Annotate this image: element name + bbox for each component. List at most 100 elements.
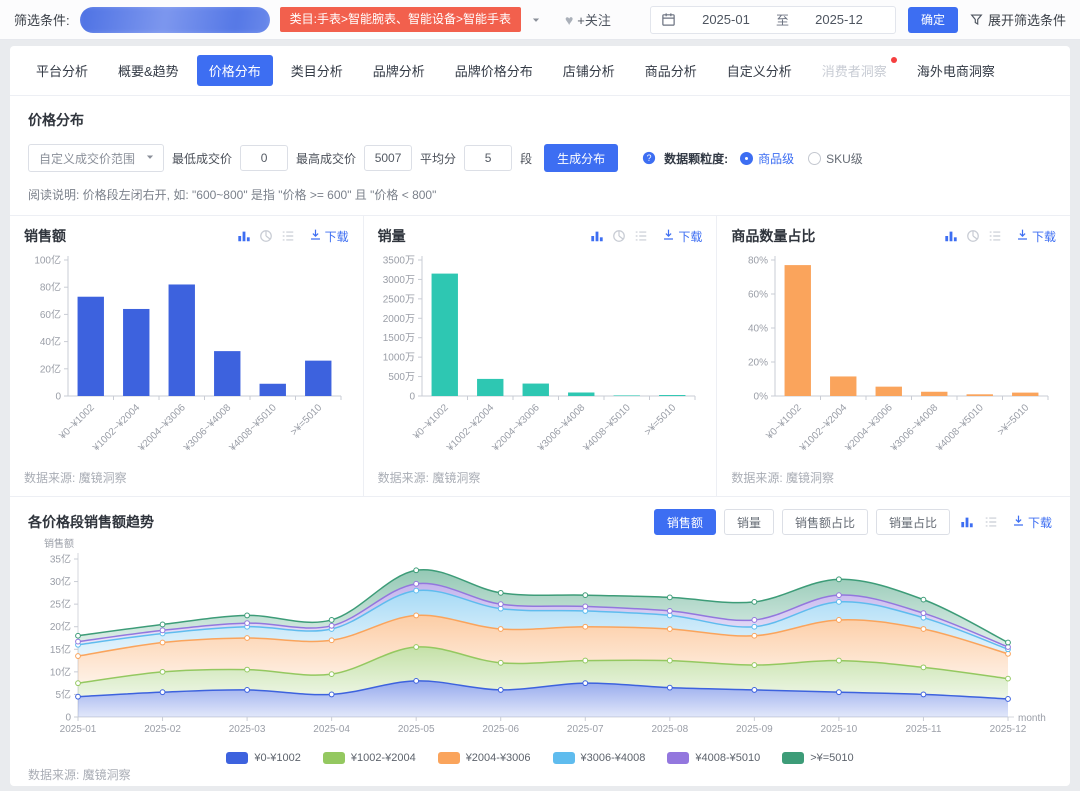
svg-text:>¥=5010: >¥=5010 [289,402,325,438]
split-suffix-label: 段 [520,150,532,167]
svg-text:销售额: 销售额 [44,537,74,550]
data-source: 数据来源: 魔镜洞察 [731,467,1056,490]
table-view-icon[interactable] [634,229,648,243]
tab-消费者洞察[interactable]: 消费者洞察 [810,55,899,86]
svg-text:¥0~¥1002: ¥0~¥1002 [57,402,97,442]
page: 筛选条件: 类目:手表>智能腕表、智能设备>智能手表 ♥ +关注 2025-01… [0,0,1080,791]
split-count-input[interactable] [464,145,512,171]
legend-item-¥2004-¥3006[interactable]: ¥2004-¥3006 [438,752,531,764]
svg-text:60%: 60% [748,290,768,301]
pie-chart-icon[interactable] [259,229,273,243]
info-icon: ? [642,151,656,165]
metric-toggle-销量占比[interactable]: 销量占比 [876,509,950,535]
tab-自定义分析[interactable]: 自定义分析 [715,55,804,86]
tab-店铺分析[interactable]: 店铺分析 [551,55,627,86]
metric-toggle-销量[interactable]: 销量 [724,509,774,535]
legend-label: >¥=5010 [810,752,853,764]
legend-item-¥1002-¥2004[interactable]: ¥1002-¥2004 [323,752,416,764]
svg-text:¥1002~¥2004: ¥1002~¥2004 [444,402,496,454]
svg-text:60亿: 60亿 [40,308,61,321]
confirm-button[interactable]: 确定 [908,7,958,33]
trend-section: 各价格段销售额趋势 销售额销量销售额占比销量占比下载 05亿10亿15亿20亿2… [10,497,1070,786]
follow-button[interactable]: ♥ +关注 [565,10,611,29]
price-range-select[interactable]: 自定义成交价范围 [28,144,164,172]
metric-toggle-销售额[interactable]: 销售额 [654,509,716,535]
svg-text:¥2004~¥3006: ¥2004~¥3006 [490,402,542,454]
chart-panel: 商品数量占比下载0%20%40%60%80%¥0~¥1002¥1002~¥200… [716,216,1070,496]
min-price-input[interactable] [240,145,288,171]
expand-filters-button[interactable]: 展开筛选条件 [970,10,1066,29]
svg-text:2025-01: 2025-01 [60,724,97,735]
legend-item-¥4008-¥5010[interactable]: ¥4008-¥5010 [667,752,760,764]
svg-text:2025-07: 2025-07 [567,724,604,735]
svg-text:>¥=5010: >¥=5010 [996,402,1032,438]
table-view-icon[interactable] [984,515,998,529]
tab-品牌价格分布[interactable]: 品牌价格分布 [443,55,545,86]
date-end-input[interactable]: 2025-12 [793,12,885,27]
reading-note: 阅读说明: 价格段左闭右开, 如: "600~800" 是指 "价格 >= 60… [28,186,1052,203]
bar-chart-icon[interactable] [944,229,958,243]
svg-text:2025-08: 2025-08 [651,724,688,735]
download-link[interactable]: 下载 [309,228,349,245]
download-link[interactable]: 下载 [1012,514,1052,531]
svg-text:3500万: 3500万 [382,256,414,267]
price-range-select-value: 自定义成交价范围 [39,150,135,167]
svg-text:¥3006~¥4008: ¥3006~¥4008 [889,402,941,454]
table-view-icon[interactable] [281,229,295,243]
chevron-down-icon [145,151,155,165]
legend-label: ¥3006-¥4008 [581,752,646,764]
bar-chart-icon[interactable] [590,229,604,243]
table-view-icon[interactable] [988,229,1002,243]
metric-toggle-销售额占比[interactable]: 销售额占比 [782,509,868,535]
legend-item->¥=5010[interactable]: >¥=5010 [782,752,853,764]
bar-chart-icon[interactable] [237,229,251,243]
svg-text:40%: 40% [748,324,768,335]
granularity-radio-SKU级[interactable]: SKU级 [808,150,863,167]
generate-distribution-button[interactable]: 生成分布 [544,144,618,172]
pie-chart-icon[interactable] [966,229,980,243]
category-filter-tag[interactable]: 类目:手表>智能腕表、智能设备>智能手表 [280,7,521,31]
tab-品牌分析[interactable]: 品牌分析 [361,55,437,86]
download-icon [1012,514,1025,530]
section-title: 价格分布 [28,110,1052,130]
chevron-down-icon[interactable] [531,15,541,25]
chart-title: 销量 [378,226,406,246]
tab-类目分析[interactable]: 类目分析 [279,55,355,86]
download-label: 下载 [1032,228,1056,245]
svg-text:2500万: 2500万 [382,294,414,305]
legend-item-¥0-¥1002[interactable]: ¥0-¥1002 [226,752,301,764]
follow-label: +关注 [577,10,611,29]
date-range-picker[interactable]: 2025-01 至 2025-12 [650,6,896,34]
download-link[interactable]: 下载 [662,228,702,245]
granularity-radio-商品级[interactable]: 商品级 [740,150,794,167]
bar-chart-icon[interactable] [960,515,974,529]
max-price-label: 最高成交价 [296,150,356,167]
svg-text:35亿: 35亿 [50,553,71,566]
filter-conditions-label: 筛选条件: [14,10,70,29]
svg-text:?: ? [647,153,652,163]
tab-价格分布[interactable]: 价格分布 [197,55,273,86]
svg-text:¥2004~¥3006: ¥2004~¥3006 [843,402,895,454]
granularity-radio-group: 商品级 SKU级 [740,150,863,167]
tab-概要&趋势[interactable]: 概要&趋势 [106,55,191,86]
svg-text:1500万: 1500万 [382,333,414,344]
svg-text:80%: 80% [748,256,768,267]
max-price-input[interactable] [364,145,412,171]
bar-chart: 0%20%40%60%80%¥0~¥1002¥1002~¥2004¥2004~¥… [731,246,1056,462]
masked-filter-value[interactable] [80,7,270,33]
chart-title: 销售额 [24,226,66,246]
legend-label: ¥4008-¥5010 [695,752,760,764]
pie-chart-icon[interactable] [612,229,626,243]
svg-text:25亿: 25亿 [50,598,71,611]
calendar-icon [661,12,676,27]
tab-商品分析[interactable]: 商品分析 [633,55,709,86]
data-source: 数据来源: 魔镜洞察 [24,467,349,490]
svg-text:20亿: 20亿 [50,620,71,633]
date-start-input[interactable]: 2025-01 [680,12,772,27]
tab-bar: 平台分析概要&趋势价格分布类目分析品牌分析品牌价格分布店铺分析商品分析自定义分析… [10,46,1070,96]
download-link[interactable]: 下载 [1016,228,1056,245]
legend-item-¥3006-¥4008[interactable]: ¥3006-¥4008 [553,752,646,764]
chart-panels-row: 销售额下载020亿40亿60亿80亿100亿¥0~¥1002¥1002~¥200… [10,215,1070,497]
tab-平台分析[interactable]: 平台分析 [24,55,100,86]
tab-海外电商洞察[interactable]: 海外电商洞察 [905,55,1007,86]
